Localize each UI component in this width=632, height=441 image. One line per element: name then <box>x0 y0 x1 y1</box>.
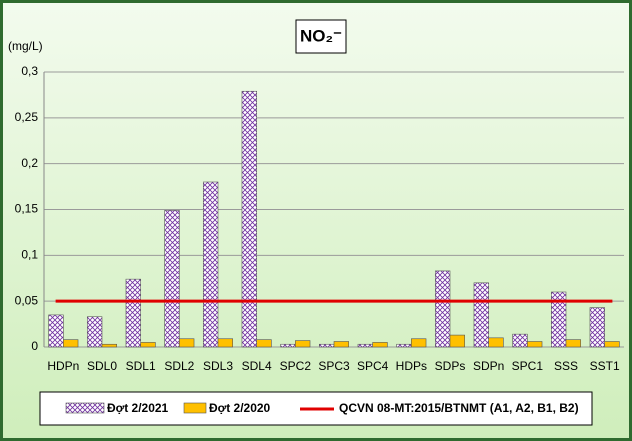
bar <box>551 291 567 348</box>
x-tick-label: SST1 <box>590 359 620 373</box>
bar <box>241 90 257 348</box>
y-axis-label: (mg/L) <box>8 39 43 53</box>
bar <box>87 316 103 348</box>
bar <box>140 342 156 348</box>
bar <box>589 307 605 348</box>
y-tick-label: 0,05 <box>15 293 39 307</box>
title-box <box>295 19 347 54</box>
bar <box>449 334 465 348</box>
bar <box>203 181 219 348</box>
bar <box>435 270 451 348</box>
x-tick-label: SPC3 <box>318 359 350 373</box>
bar <box>604 341 620 348</box>
legend-label: Đợt 2/2020 <box>209 401 271 415</box>
legend-swatch <box>65 402 105 414</box>
y-tick-label: 0,1 <box>21 248 38 262</box>
chart-title: NO₂⁻ <box>300 26 342 45</box>
x-tick-label: HDPs <box>396 359 427 373</box>
bar <box>565 339 581 348</box>
x-tick-label: SDL3 <box>203 359 233 373</box>
x-tick-label: SDL0 <box>87 359 117 373</box>
bar <box>295 340 311 348</box>
x-tick-label: SPC1 <box>512 359 544 373</box>
bar <box>256 339 272 348</box>
bar <box>125 278 141 348</box>
bar <box>372 342 388 348</box>
x-tick-label: SSS <box>554 359 578 373</box>
bar <box>512 333 528 348</box>
y-tick-label: 0 <box>31 339 38 353</box>
bar <box>527 341 543 348</box>
bar <box>473 282 489 348</box>
bar <box>179 338 195 348</box>
bar <box>319 343 335 348</box>
bar <box>357 343 373 348</box>
x-tick-label: SDPs <box>435 359 466 373</box>
bar <box>164 210 180 348</box>
bar <box>333 341 349 348</box>
bar <box>48 314 64 348</box>
y-tick-label: 0,2 <box>21 156 38 170</box>
x-tick-label: HDPn <box>47 359 79 373</box>
x-tick-label: SPC2 <box>280 359 312 373</box>
y-tick-label: 0,15 <box>15 202 39 216</box>
bar <box>63 339 79 348</box>
bar <box>488 337 504 348</box>
x-tick-label: SDL4 <box>242 359 272 373</box>
bar <box>101 343 117 348</box>
legend-label: QCVN 08-MT:2015/BTNMT (A1, A2, B1, B2) <box>339 401 579 415</box>
x-tick-label: SDL1 <box>126 359 156 373</box>
bar <box>411 338 427 348</box>
bar <box>396 343 412 348</box>
bar <box>280 343 296 348</box>
x-tick-label: SDPn <box>473 359 504 373</box>
x-tick-label: SDL2 <box>164 359 194 373</box>
x-tick-label: SPC4 <box>357 359 389 373</box>
y-tick-label: 0,25 <box>15 110 39 124</box>
legend-label: Đợt 2/2021 <box>107 401 169 415</box>
bar <box>217 338 233 348</box>
legend-swatch <box>183 402 207 414</box>
y-tick-label: 0,3 <box>21 64 38 78</box>
